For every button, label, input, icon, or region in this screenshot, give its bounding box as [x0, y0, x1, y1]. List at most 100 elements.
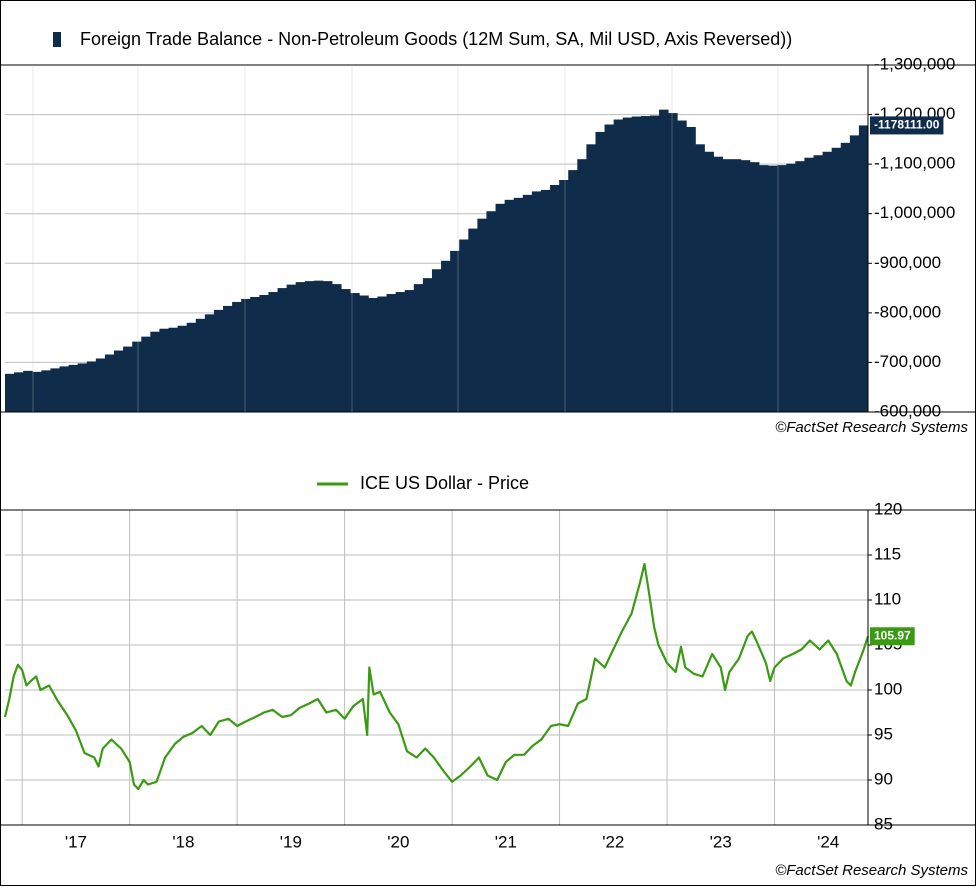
- bar: [731, 159, 742, 412]
- bar: [186, 322, 197, 412]
- bar: [368, 297, 378, 412]
- bar: [232, 301, 242, 412]
- bar: [450, 250, 460, 412]
- bar: [831, 147, 842, 412]
- bar: [159, 328, 169, 412]
- x-tick-label: '22: [602, 832, 624, 851]
- bar: [68, 364, 79, 412]
- value-label-box: [870, 116, 944, 135]
- bar: [758, 165, 769, 412]
- bar: [341, 289, 351, 412]
- bar: [504, 199, 515, 412]
- y-tick-label: 100: [874, 679, 902, 698]
- bar: [704, 151, 714, 412]
- x-tick-label: '20: [387, 832, 409, 851]
- bar: [604, 124, 615, 412]
- bar: [786, 163, 796, 412]
- bar: [332, 284, 342, 412]
- vertical-grid: [32, 65, 779, 412]
- bar: [359, 295, 369, 412]
- y-tick-label: 95: [874, 724, 893, 743]
- bar: [5, 373, 15, 412]
- bar: [722, 159, 733, 412]
- bar: [577, 159, 587, 412]
- bar: [150, 331, 160, 412]
- bar: [132, 341, 142, 412]
- bar: [241, 298, 251, 412]
- y-tick-label: 120: [874, 499, 902, 518]
- x-tick-label: '18: [172, 832, 194, 851]
- bar: [822, 151, 833, 412]
- bar: [513, 197, 524, 412]
- value-label: -1178111.00: [874, 118, 940, 132]
- bar: [586, 144, 596, 413]
- bar: [123, 346, 133, 412]
- y-tick-label: -600,000: [874, 401, 941, 420]
- y-tick-label: -1,300,000: [874, 54, 955, 73]
- bar: [14, 372, 24, 412]
- bar: [404, 290, 415, 412]
- y-tick-label: 85: [874, 814, 893, 833]
- bar: [840, 142, 851, 412]
- bar: [114, 350, 124, 412]
- y-tick-label: 110: [874, 589, 901, 608]
- bar: [695, 144, 705, 413]
- bar: [286, 284, 297, 412]
- bar: [377, 296, 387, 412]
- bar: [395, 292, 406, 412]
- bar: [804, 157, 814, 412]
- line: [3, 562, 870, 791]
- bar: [768, 165, 778, 412]
- bar: [477, 218, 487, 412]
- bar: [749, 162, 760, 412]
- credit: ©FactSet Research Systems: [775, 862, 968, 879]
- x-tick-label: '24: [817, 832, 839, 851]
- bar: [413, 284, 424, 412]
- credit: ©FactSet Research Systems: [775, 419, 968, 436]
- bar: [50, 368, 60, 412]
- bar: [795, 161, 805, 412]
- bar: [550, 184, 560, 412]
- bar: [568, 170, 578, 412]
- x-tick-label: '19: [280, 832, 302, 851]
- bar: [495, 203, 506, 412]
- bar: [622, 117, 633, 412]
- y-tick-label: -900,000: [874, 253, 941, 272]
- bar: [77, 363, 88, 412]
- bar: [177, 325, 188, 412]
- bar: [422, 278, 433, 412]
- bar: [386, 294, 397, 412]
- x-tick-label: '23: [710, 832, 732, 851]
- bar: [213, 309, 224, 412]
- bar: [686, 126, 696, 412]
- bar: [468, 228, 478, 412]
- bar: [613, 119, 624, 413]
- y-tick-label: -1,000,000: [874, 203, 955, 222]
- bar: [168, 327, 178, 412]
- bar: [304, 281, 315, 412]
- bar: [141, 336, 151, 412]
- bar: [250, 296, 260, 412]
- bar: [640, 116, 651, 413]
- y-tick-label: 90: [874, 769, 893, 788]
- bar: [858, 125, 869, 412]
- bar: [268, 292, 278, 412]
- y-tick-label: 115: [874, 544, 901, 563]
- bar: [813, 155, 823, 412]
- bar: [441, 260, 451, 412]
- bar: [313, 280, 324, 412]
- bar: [350, 293, 360, 412]
- bar: [649, 115, 660, 412]
- bar: [104, 354, 115, 412]
- bar: [659, 109, 669, 412]
- bar: [531, 191, 542, 412]
- value-label-box: [870, 627, 915, 646]
- bar: [486, 211, 496, 412]
- bar: [713, 156, 724, 412]
- x-tick-label: '17: [65, 832, 87, 851]
- legend-label: ICE US Dollar - Price: [360, 473, 529, 493]
- bar: [259, 295, 269, 412]
- bar: [677, 120, 687, 413]
- bar: [849, 135, 860, 413]
